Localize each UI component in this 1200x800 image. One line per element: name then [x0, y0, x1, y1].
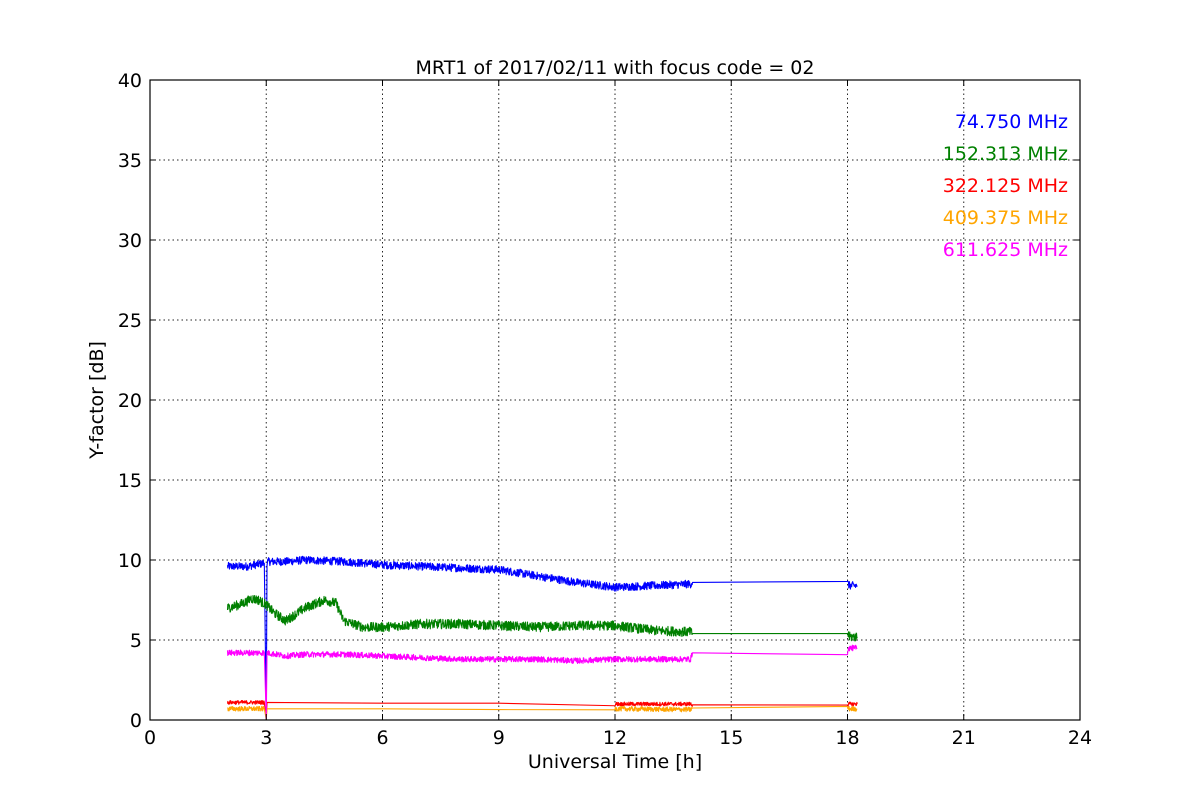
legend-label: 409.375 MHz: [943, 207, 1068, 229]
x-tick-label: 0: [144, 727, 156, 749]
y-tick-label: 40: [118, 70, 142, 92]
y-tick-label: 15: [118, 470, 142, 492]
legend: 74.750 MHz 152.313 MHz 322.125 MHz 409.375 …: [943, 111, 1068, 261]
y-tick-label: 10: [118, 550, 142, 572]
x-tick-label: 21: [952, 727, 976, 749]
y-axis-label: Y-factor [dB]: [86, 341, 108, 460]
legend-label: 152.313 MHz: [943, 143, 1068, 165]
legend-label: 611.625 MHz: [943, 239, 1068, 261]
y-tick-label: 35: [118, 150, 142, 172]
y-tick-label: 30: [118, 230, 142, 252]
plot-area: [226, 555, 858, 720]
legend-label: 74.750 MHz: [955, 111, 1068, 133]
series-line-5: [226, 644, 858, 719]
y-tick-label: 5: [130, 630, 142, 652]
axis-ticks: 0 3 6 9 12 15 18 21 24 0 5 10 15 20 25 30 35 40: [118, 70, 1092, 749]
legend-label: 322.125 MHz: [943, 175, 1068, 197]
grid: [150, 80, 1080, 720]
x-tick-label: 15: [719, 727, 743, 749]
chart-title: MRT1 of 2017/02/11 with focus code = 02: [416, 57, 815, 79]
x-axis-label: Universal Time [h]: [528, 751, 702, 773]
x-tick-label: 6: [376, 727, 388, 749]
series-line-1: [226, 555, 858, 719]
series-line-4: [227, 705, 858, 720]
x-tick-label: 24: [1068, 727, 1092, 749]
y-tick-label: 25: [118, 310, 142, 332]
x-tick-label: 18: [835, 727, 859, 749]
x-tick-label: 3: [260, 727, 272, 749]
x-tick-label: 12: [603, 727, 627, 749]
series-line-3: [226, 700, 858, 719]
y-tick-label: 0: [130, 710, 142, 732]
x-tick-label: 9: [493, 727, 505, 749]
series-line-2: [226, 594, 858, 642]
y-tick-label: 20: [118, 390, 142, 412]
